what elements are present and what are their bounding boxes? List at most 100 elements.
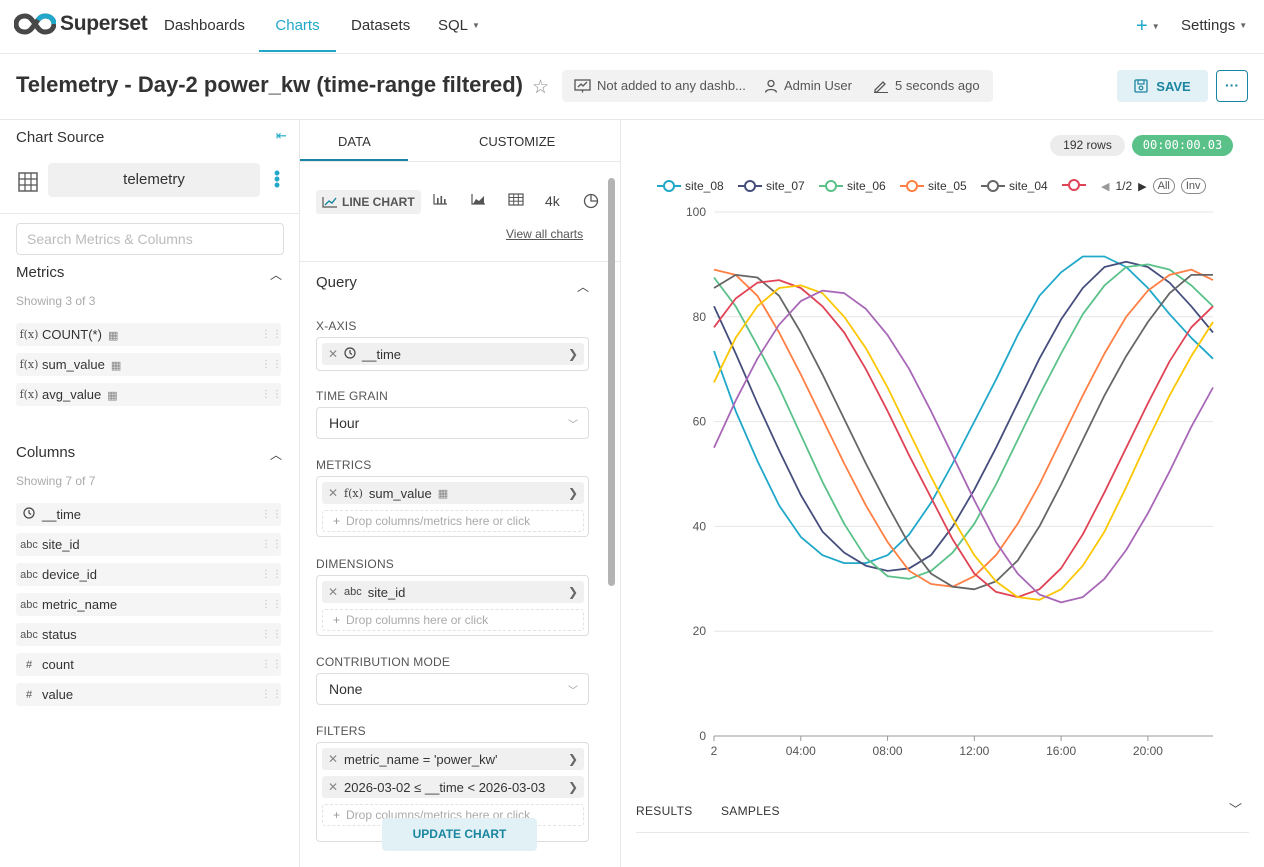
x-axis-label: X-AXIS: [316, 319, 357, 333]
update-chart-button[interactable]: UPDATE CHART: [382, 818, 537, 851]
view-all-charts-link[interactable]: View all charts: [506, 227, 584, 241]
numeric-type-icon: #: [25, 658, 33, 671]
chevron-up-icon[interactable]: ︿: [577, 280, 590, 294]
more-options-button[interactable]: ···: [1216, 70, 1248, 102]
drag-handle-icon[interactable]: ⋮⋮: [261, 599, 283, 610]
drag-handle-icon[interactable]: ⋮⋮: [261, 659, 283, 670]
contribution-mode-select[interactable]: None ﹀: [316, 673, 589, 705]
metric-item[interactable]: f(x) avg_value ▦ ⋮⋮: [16, 383, 283, 406]
new-menu[interactable]: + ▼: [1120, 0, 1176, 52]
legend-page: 1/2: [1115, 179, 1133, 193]
tab-samples[interactable]: SAMPLES: [721, 804, 780, 818]
remove-icon[interactable]: ✕: [327, 347, 339, 361]
drag-handle-icon[interactable]: ⋮⋮: [261, 509, 283, 520]
chevron-up-icon[interactable]: ︿: [270, 268, 283, 282]
nav-dashboards[interactable]: Dashboards: [164, 17, 245, 34]
metric-item[interactable]: f(x) COUNT(*) ▦ ⋮⋮: [16, 323, 283, 346]
filters-control[interactable]: ✕ metric_name = 'power_kw' ❯ ✕ 2026-03-0…: [316, 742, 589, 842]
metrics-heading[interactable]: Metrics: [16, 264, 65, 281]
column-item[interactable]: abc device_id ⋮⋮: [16, 563, 283, 586]
chevron-up-icon[interactable]: ︿: [270, 448, 283, 462]
chevron-right-icon: ❯: [567, 752, 578, 766]
divider: [636, 832, 1249, 833]
drag-handle-icon[interactable]: ⋮⋮: [261, 539, 283, 550]
chart-title[interactable]: Telemetry - Day-2 power_kw (time-range f…: [16, 72, 523, 97]
drag-handle-icon[interactable]: ⋮⋮: [261, 629, 283, 640]
tab-data[interactable]: DATA: [338, 134, 371, 149]
tab-results[interactable]: RESULTS: [636, 804, 693, 818]
legend-item[interactable]: site_06: [819, 179, 886, 193]
metric-pill[interactable]: ✕ f(x) sum_value ▦ ❯: [322, 482, 584, 504]
legend-item[interactable]: site_08: [657, 179, 724, 193]
legend-item[interactable]: site_04: [981, 179, 1048, 193]
column-item[interactable]: # value ⋮⋮: [16, 683, 283, 706]
dimensions-drop-zone[interactable]: + Drop columns here or click: [322, 609, 584, 631]
area-chart-icon[interactable]: [471, 193, 486, 208]
nav-datasets[interactable]: Datasets: [351, 17, 411, 34]
remove-icon[interactable]: ✕: [327, 752, 339, 766]
column-item[interactable]: __time ⋮⋮: [16, 503, 283, 526]
legend-next-icon[interactable]: ▶: [1138, 180, 1147, 193]
time-grain-select[interactable]: Hour ﹀: [316, 407, 589, 439]
x-axis-pill[interactable]: ✕ __time ❯: [322, 343, 584, 365]
dataset-name[interactable]: telemetry: [48, 163, 260, 197]
column-item[interactable]: abc site_id ⋮⋮: [16, 533, 283, 556]
chevron-down-icon[interactable]: ﹀: [1229, 802, 1243, 817]
remove-icon[interactable]: ✕: [327, 486, 339, 500]
settings-menu[interactable]: Settings ▼: [1165, 0, 1263, 52]
drag-handle-icon[interactable]: ⋮⋮: [261, 569, 283, 580]
drag-handle-icon[interactable]: ⋮⋮: [261, 689, 283, 700]
filter-pill[interactable]: ✕ 2026-03-02 ≤ __time < 2026-03-03 ❯: [322, 776, 584, 798]
dashboards-info[interactable]: Not added to any dashb...: [574, 78, 746, 93]
dataset-menu-icon[interactable]: • • •: [273, 163, 281, 195]
drag-handle-icon[interactable]: ⋮⋮: [261, 389, 283, 400]
legend-item[interactable]: site_05: [900, 179, 967, 193]
viz-type-line-chart[interactable]: LINE CHART: [316, 190, 421, 214]
remove-icon[interactable]: ✕: [327, 780, 339, 794]
save-button[interactable]: SAVE: [1117, 70, 1208, 102]
active-tab-indicator: [300, 159, 408, 161]
metrics-drop-zone[interactable]: + Drop columns/metrics here or click: [322, 510, 584, 532]
dimensions-control[interactable]: ✕ abc site_id ❯ + Drop columns here or c…: [316, 575, 589, 636]
dimension-pill[interactable]: ✕ abc site_id ❯: [322, 581, 584, 603]
owner-info[interactable]: Admin User: [764, 78, 852, 93]
big-number-icon[interactable]: 4k: [545, 193, 560, 209]
legend-prev-icon[interactable]: ◀: [1101, 180, 1110, 193]
column-item[interactable]: # count ⋮⋮: [16, 653, 283, 676]
table-chart-icon[interactable]: [508, 193, 524, 209]
function-icon: f(x): [19, 388, 39, 401]
collapse-panel-icon[interactable]: ⇤: [276, 128, 287, 143]
plus-icon: +: [333, 808, 341, 822]
columns-heading[interactable]: Columns: [16, 444, 76, 461]
bar-chart-icon[interactable]: [433, 193, 448, 208]
legend-invert-button[interactable]: Inv: [1180, 178, 1206, 194]
metrics-control[interactable]: ✕ f(x) sum_value ▦ ❯ + Drop columns/metr…: [316, 476, 589, 537]
drag-handle-icon[interactable]: ⋮⋮: [261, 359, 283, 370]
favorite-star-icon[interactable]: ☆: [532, 77, 550, 98]
legend-item-truncated[interactable]: [1062, 179, 1086, 191]
string-type-icon: abc: [20, 598, 38, 611]
series-line-site-05: [713, 268, 1214, 588]
metrics-label: METRICS: [316, 458, 372, 472]
metric-item[interactable]: f(x) sum_value ▦ ⋮⋮: [16, 353, 283, 376]
query-section-heading[interactable]: Query: [316, 274, 357, 291]
legend-marker-icon: [738, 180, 762, 192]
remove-icon[interactable]: ✕: [327, 585, 339, 599]
drag-handle-icon[interactable]: ⋮⋮: [261, 329, 283, 340]
nav-charts[interactable]: Charts: [259, 0, 336, 52]
legend-select-all-button[interactable]: All: [1152, 178, 1175, 194]
column-item[interactable]: abc status ⋮⋮: [16, 623, 283, 646]
function-icon: f(x): [344, 486, 363, 500]
filter-pill[interactable]: ✕ metric_name = 'power_kw' ❯: [322, 748, 584, 770]
metric-value: sum_value: [368, 485, 432, 501]
legend-item[interactable]: site_07: [738, 179, 805, 193]
pie-chart-icon[interactable]: [583, 193, 599, 212]
tab-customize[interactable]: CUSTOMIZE: [479, 134, 556, 149]
control-panel-scrollbar[interactable]: [608, 178, 615, 586]
nav-sql[interactable]: SQL ▼: [422, 0, 496, 52]
column-item[interactable]: abc metric_name ⋮⋮: [16, 593, 283, 616]
search-metrics-input[interactable]: Search Metrics & Columns: [16, 223, 284, 255]
x-axis-control[interactable]: ✕ __time ❯: [316, 337, 589, 371]
superset-logo[interactable]: Superset: [14, 12, 148, 36]
modified-info[interactable]: 5 seconds ago: [873, 78, 980, 93]
